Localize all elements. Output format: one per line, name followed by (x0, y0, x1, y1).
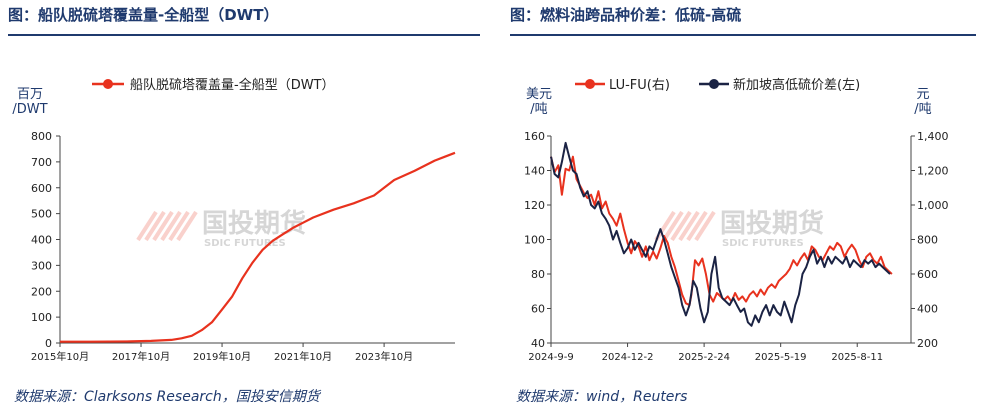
right-ylabel-left-line2: /吨 (530, 102, 547, 117)
right-panel-title: 图：燃料油跨品种价差：低硫-高硫 (510, 6, 742, 24)
right-xtick-label: 2025-5-19 (755, 352, 807, 363)
left-legend-marker (103, 79, 113, 89)
watermark-stripe (686, 210, 708, 242)
watermark-text-en: SDIC FUTURES (722, 238, 804, 249)
right-xtick-label: 2024-12-2 (602, 352, 654, 363)
watermark-stripe (168, 210, 190, 242)
left-xtick-label: 2021年10月 (274, 350, 332, 363)
watermark-stripe (136, 210, 158, 242)
left-xtick-label: 2015年10月 (31, 350, 89, 363)
left-ytick-label: 400 (31, 234, 52, 247)
right-ytick-right-label: 200 (917, 337, 938, 350)
watermark-text-cn: 国投期货 (202, 208, 306, 239)
watermark-logo (136, 210, 198, 242)
right-ytick-right-label: 1,400 (917, 130, 949, 143)
left-xtick-label: 2023年10月 (355, 350, 413, 363)
right-ylabel-right-line1: 元 (916, 87, 929, 102)
watermark-stripe (678, 210, 700, 242)
watermark-text-cn: 国投期货 (720, 208, 824, 239)
watermark-stripe (694, 210, 716, 242)
left-chart: 百万/DWT 船队脱硫塔覆盖量-全船型（DWT） 0 100 200 300 400 500 6… (12, 77, 456, 363)
left-source-note: 数据来源：Clarksons Research，国投安信期货 (14, 389, 320, 405)
watermark-stripe (670, 210, 692, 242)
left-ytick-label: 300 (31, 259, 52, 272)
right-ytick-right-label: 400 (917, 303, 938, 316)
right-ytick-left-label: 120 (524, 199, 545, 212)
left-xtick-label: 2019年10月 (193, 350, 251, 363)
right-ytick-right-label: 800 (917, 234, 938, 247)
right-legend-label-navy: 新加坡高低硫价差(左) (733, 77, 860, 93)
left-legend-label: 船队脱硫塔覆盖量-全船型（DWT） (130, 77, 335, 93)
left-panel-title: 图：船队脱硫塔覆盖量-全船型（DWT） (8, 6, 279, 24)
left-ylabel-line2: /DWT (12, 102, 47, 117)
left-xtick-label: 2017年10月 (112, 350, 170, 363)
right-xtick-label: 2024-9-9 (528, 352, 573, 363)
right-source-note: 数据来源：wind，Reuters (516, 389, 688, 405)
right-title-rule (510, 34, 976, 36)
left-ytick-label: 600 (31, 182, 52, 195)
right-ylabel-left-line1: 美元 (526, 87, 552, 102)
right-legend-marker-red (585, 79, 595, 89)
right-ytick-right-label: 1,200 (917, 165, 949, 178)
right-legend-label-red: LU-FU(右) (609, 78, 670, 93)
right-xtick-label: 2025-8-11 (831, 352, 883, 363)
right-ytick-left-label: 60 (531, 303, 545, 316)
watermark-stripe (152, 210, 174, 242)
watermark-text-en: SDIC FUTURES (204, 238, 286, 249)
watermark-stripe (176, 210, 198, 242)
right-series-navy-line (550, 141, 891, 327)
left-series-line (60, 151, 456, 343)
watermark-stripe (662, 210, 684, 242)
right-legend-marker-navy (709, 79, 719, 89)
watermark-stripe (144, 210, 166, 242)
right-ytick-left-label: 40 (531, 337, 545, 350)
right-ylabel-right-line2: /吨 (914, 102, 931, 117)
left-ytick-label: 800 (31, 130, 52, 143)
left-ytick-label: 500 (31, 208, 52, 221)
right-chart: 美元/吨元/吨LU-FU(右) 新加坡高低硫价差(左)40608010012014… (524, 77, 949, 363)
right-ytick-left-label: 100 (524, 234, 545, 247)
right-ytick-left-label: 160 (524, 130, 545, 143)
right-series-red-line (550, 155, 893, 307)
right-ytick-left-label: 140 (524, 165, 545, 178)
left-ytick-label: 200 (31, 285, 52, 298)
left-ylabel-line1: 百万 (17, 87, 43, 102)
left-ytick-label: 100 (31, 311, 52, 324)
right-xtick-label: 2025-2-24 (678, 352, 730, 363)
left-ytick-label: 700 (31, 156, 52, 169)
right-ytick-right-label: 1,000 (917, 199, 949, 212)
watermark-logo (654, 210, 716, 242)
right-ytick-right-label: 600 (917, 268, 938, 281)
left-ytick-label: 0 (45, 337, 52, 350)
left-title-rule (8, 34, 480, 36)
watermark-stripe (160, 210, 182, 242)
right-ytick-left-label: 80 (531, 268, 545, 281)
